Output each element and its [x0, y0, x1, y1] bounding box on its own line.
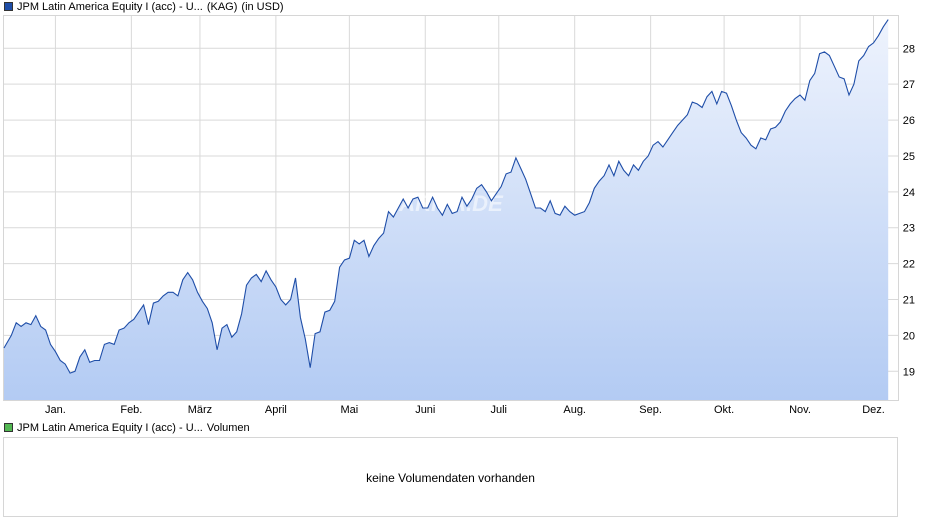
x-tick-label: Juli	[491, 404, 508, 416]
x-tick-label: Aug.	[563, 404, 586, 416]
x-tick-label: Dez.	[862, 404, 885, 416]
y-tick-label: 28	[903, 43, 915, 55]
y-tick-label: 23	[903, 223, 915, 235]
y-tick-label: 26	[903, 115, 915, 127]
volume-chart: keine Volumendaten vorhanden	[3, 437, 898, 517]
volume-empty-message: keine Volumendaten vorhanden	[366, 471, 535, 485]
price-legend: JPM Latin America Equity I (acc) - U... …	[4, 0, 284, 13]
x-tick-label: Okt.	[714, 404, 734, 416]
y-tick-label: 22	[903, 259, 915, 271]
x-tick-label: April	[265, 404, 287, 416]
y-tick-label: 25	[903, 151, 915, 163]
price-legend-name: JPM Latin America Equity I (acc) - U...	[17, 0, 203, 13]
volume-legend-swatch	[4, 423, 13, 432]
y-axis: 19 20 21 22 23 24 25 26 27 28	[903, 43, 915, 378]
x-tick-label: Nov.	[789, 404, 811, 416]
x-tick-label: Jan.	[45, 404, 66, 416]
x-tick-label: Feb.	[120, 404, 142, 416]
price-legend-exchange: (KAG)	[206, 0, 238, 13]
x-tick-label: Sep.	[639, 404, 662, 416]
price-legend-currency: (in USD)	[241, 0, 284, 13]
y-tick-label: 20	[903, 330, 915, 342]
x-axis: Jan. Feb. März April Mai Juni Juli Aug. Sep. Okt.…	[45, 404, 885, 416]
volume-legend: JPM Latin America Equity I (acc) - U... …	[4, 421, 250, 434]
x-tick-label: Mai	[340, 404, 358, 416]
y-tick-label: 19	[903, 366, 915, 378]
price-legend-swatch	[4, 2, 13, 11]
y-tick-label: 27	[903, 79, 915, 91]
volume-legend-label: Volumen	[206, 421, 250, 434]
price-line	[3, 19, 889, 374]
y-tick-label: 21	[903, 295, 915, 307]
volume-legend-name: JPM Latin America Equity I (acc) - U...	[17, 421, 203, 434]
price-area-fill	[4, 19, 889, 400]
y-tick-label: 24	[903, 187, 915, 199]
x-tick-label: März	[188, 404, 212, 416]
x-tick-label: Juni	[415, 404, 435, 416]
